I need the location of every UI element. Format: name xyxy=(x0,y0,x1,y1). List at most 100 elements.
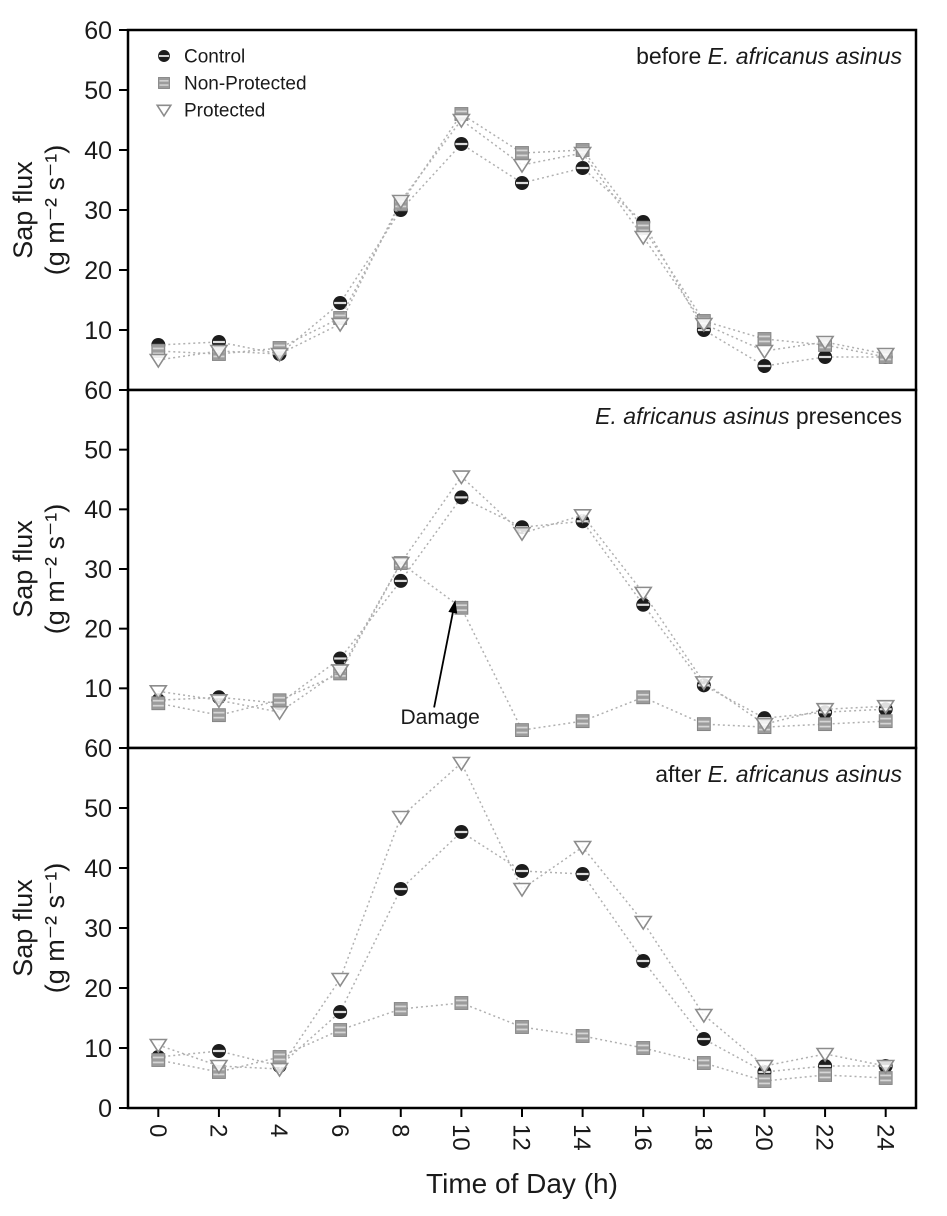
protected-legend-marker xyxy=(155,104,173,118)
x-tick-label: 20 xyxy=(750,1124,777,1151)
y-axis-title-line1: Sap flux xyxy=(8,161,38,259)
non-protected-marker xyxy=(393,1002,408,1016)
x-tick-label: 18 xyxy=(689,1124,716,1151)
damage-arrow-line xyxy=(433,608,455,708)
legend-label: Protected xyxy=(184,101,265,122)
damage-arrowhead xyxy=(448,600,458,614)
control-marker xyxy=(636,597,651,612)
protected-marker xyxy=(573,840,593,856)
protected-marker xyxy=(633,230,653,246)
series-protected xyxy=(148,756,896,1078)
y-tick-label: 30 xyxy=(84,556,112,584)
non-protected-legend-marker xyxy=(158,77,170,89)
legend: Control Non-Protected Protected xyxy=(155,47,307,122)
protected-marker xyxy=(148,685,168,700)
control-marker xyxy=(393,573,408,588)
x-tick-label: 14 xyxy=(568,1124,595,1151)
protected-marker xyxy=(815,702,835,718)
non-protected-marker xyxy=(636,690,651,705)
y-tick-label: 40 xyxy=(84,496,112,524)
x-tick-label: 4 xyxy=(265,1124,292,1137)
protected-marker xyxy=(209,1059,229,1075)
control-marker xyxy=(211,1044,226,1058)
non-protected-marker xyxy=(515,723,529,737)
y-tick-label: 30 xyxy=(84,915,112,943)
non-protected-marker xyxy=(575,714,590,729)
series-protected xyxy=(148,470,896,733)
x-tick-label: 2 xyxy=(205,1124,232,1137)
non-protected-marker xyxy=(878,714,893,729)
protected-marker xyxy=(512,882,532,898)
non-protected-marker xyxy=(818,717,832,732)
control-marker xyxy=(696,1032,711,1046)
non-protected-marker xyxy=(151,1053,166,1067)
non-protected-marker xyxy=(878,1071,893,1085)
protected-marker xyxy=(876,699,896,715)
panel-title: after E. africanus asinus xyxy=(655,761,902,787)
y-axis-title-line2: (g m⁻² s⁻¹) xyxy=(40,145,70,275)
non-protected-marker xyxy=(818,1068,832,1082)
non-protected-marker xyxy=(272,693,287,708)
non-protected-marker xyxy=(636,1041,651,1055)
y-axis-during: 10 20 30 40 50 60 xyxy=(84,377,128,749)
non-protected-marker xyxy=(212,708,226,723)
y-tick-label: 50 xyxy=(84,436,112,464)
control-marker xyxy=(333,296,348,310)
control-legend-marker xyxy=(158,50,170,62)
panel-frame xyxy=(126,28,918,392)
control-marker xyxy=(454,825,469,839)
protected-marker xyxy=(330,972,350,988)
x-tick-label: 12 xyxy=(508,1124,535,1151)
y-axis-title-line1: Sap flux xyxy=(8,879,38,977)
protected-marker xyxy=(694,317,714,333)
protected-marker xyxy=(270,705,289,721)
protected-marker xyxy=(512,158,532,174)
y-tick-label: 10 xyxy=(84,1035,112,1063)
y-tick-label: 20 xyxy=(84,615,112,643)
y-tick-label: 40 xyxy=(84,137,112,165)
panel-before: 10 20 30 40 50 60 Sap flux (g m⁻² s⁻¹) before E.… xyxy=(8,17,918,392)
x-axis: 0 2 4 6 8 10 12 14 16 18 20 22 24 xyxy=(144,1108,898,1151)
legend-label: Non-Protected xyxy=(184,74,307,95)
protected-marker xyxy=(633,586,653,602)
non-protected-marker xyxy=(515,1020,529,1034)
protected-marker xyxy=(330,664,350,679)
y-tick-label: 60 xyxy=(84,17,112,45)
non-protected-marker xyxy=(757,332,772,346)
x-tick-label: 8 xyxy=(386,1124,413,1137)
protected-marker xyxy=(876,347,896,363)
protected-marker xyxy=(755,1059,774,1075)
x-tick-label: 24 xyxy=(871,1124,898,1151)
damage-label: Damage xyxy=(400,706,479,729)
control-marker xyxy=(333,1005,348,1019)
protected-marker xyxy=(391,194,411,210)
panel-frame xyxy=(126,746,918,1110)
non-protected-marker xyxy=(757,1074,772,1088)
control-marker xyxy=(333,651,348,666)
control-marker xyxy=(818,350,833,364)
non-protected-marker xyxy=(696,717,711,732)
protected-marker xyxy=(451,756,471,772)
panel-after: 0 10 20 30 40 50 60 Sap flux (g m⁻² s⁻¹) after E.… xyxy=(8,735,918,1123)
protected-marker xyxy=(451,113,471,129)
protected-marker xyxy=(815,335,835,351)
control-marker xyxy=(575,867,590,881)
y-tick-label: 10 xyxy=(84,675,112,703)
non-protected-marker xyxy=(272,1050,287,1064)
control-marker xyxy=(515,864,529,878)
y-axis-title-line1: Sap flux xyxy=(8,520,38,618)
non-protected-marker xyxy=(333,1023,348,1037)
protected-marker xyxy=(330,317,350,333)
control-marker xyxy=(636,954,651,968)
non-protected-marker xyxy=(696,1056,711,1070)
protected-marker xyxy=(270,1062,289,1078)
control-marker xyxy=(393,882,408,896)
y-tick-label: 40 xyxy=(84,855,112,883)
x-tick-label: 0 xyxy=(144,1124,171,1137)
x-tick-label: 22 xyxy=(811,1124,838,1151)
y-axis-title-line2: (g m⁻² s⁻¹) xyxy=(40,863,70,993)
panel-title: E. africanus asinus presences xyxy=(595,403,902,429)
y-axis-title-line2: (g m⁻² s⁻¹) xyxy=(40,504,70,634)
series-protected xyxy=(148,113,896,369)
